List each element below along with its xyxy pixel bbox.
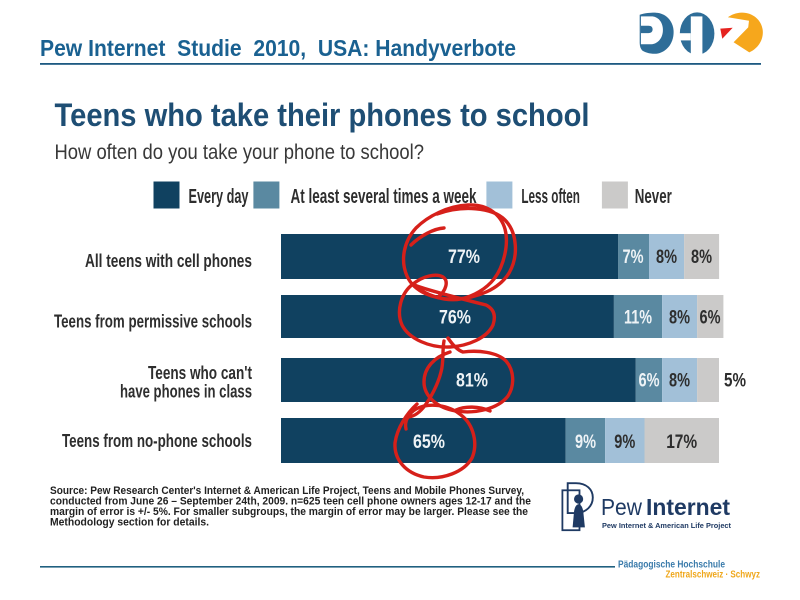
svg-text:6%: 6% (700, 308, 721, 329)
svg-text:8%: 8% (669, 371, 690, 392)
svg-text:conducted from June 26 – Septe: conducted from June 26 – September 24th,… (50, 496, 531, 508)
svg-text:6%: 6% (639, 371, 660, 392)
svg-text:76%: 76% (439, 308, 471, 329)
svg-text:have phones in class: have phones in class (120, 382, 252, 402)
svg-text:8%: 8% (656, 247, 677, 268)
svg-text:At least several times a week: At least several times a week (291, 186, 478, 208)
svg-text:How often do you take your pho: How often do you take your phone to scho… (55, 141, 425, 164)
svg-text:Teens who can't: Teens who can't (148, 363, 252, 383)
svg-text:17%: 17% (666, 432, 697, 453)
svg-text:Teens who take their phones to: Teens who take their phones to school (55, 97, 590, 133)
svg-text:Zentralschweiz · Schwyz: Zentralschweiz · Schwyz (666, 570, 761, 581)
svg-text:Pew: Pew (601, 494, 642, 520)
svg-text:Methodology section for detail: Methodology section for details. (50, 517, 209, 529)
svg-text:Less often: Less often (521, 186, 580, 208)
svg-text:5%: 5% (724, 371, 746, 392)
svg-text:81%: 81% (456, 371, 488, 392)
svg-text:Pew Internet Studie 2010, U: Pew Internet Studie 2010, USA: Handyverb… (40, 35, 516, 61)
svg-text:Pädagogische Hochschule: Pädagogische Hochschule (618, 560, 725, 571)
svg-text:65%: 65% (413, 432, 445, 453)
svg-text:77%: 77% (448, 247, 480, 268)
svg-text:Never: Never (635, 186, 672, 208)
svg-text:All teens with cell phones: All teens with cell phones (85, 251, 252, 271)
svg-text:8%: 8% (691, 247, 712, 268)
svg-text:9%: 9% (575, 432, 596, 453)
svg-text:11%: 11% (624, 308, 652, 329)
svg-text:margin of error is +/- 5%. For: margin of error is +/- 5%. For smaller s… (50, 506, 528, 518)
svg-text:9%: 9% (614, 432, 635, 453)
svg-text:Every day: Every day (189, 186, 250, 208)
svg-text:Pew Internet & American Life P: Pew Internet & American Life Project (602, 521, 731, 530)
svg-text:8%: 8% (669, 308, 690, 329)
svg-text:Source: Pew Research Center's: Source: Pew Research Center's Internet &… (50, 485, 524, 497)
svg-text:Internet: Internet (646, 494, 730, 520)
svg-text:Teens from no-phone schools: Teens from no-phone schools (62, 431, 252, 451)
svg-text:7%: 7% (623, 247, 644, 268)
svg-text:Teens from permissive schools: Teens from permissive schools (54, 312, 252, 332)
